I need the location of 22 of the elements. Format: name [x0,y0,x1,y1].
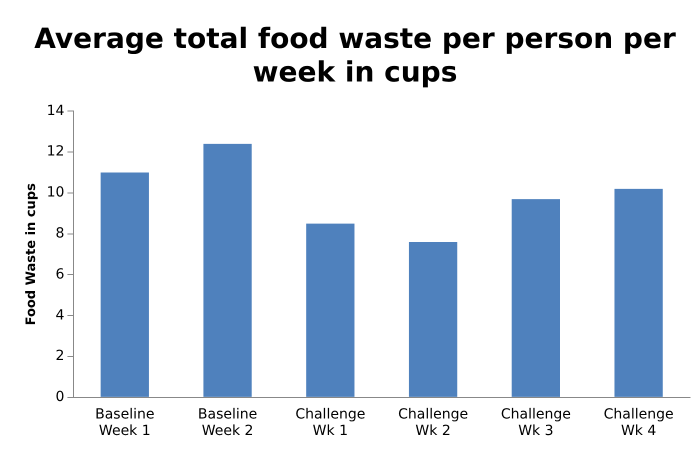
bar [614,188,663,397]
x-tick-label: Challenge Wk 4 [604,406,674,440]
x-tick-label: Baseline Week 1 [95,406,154,440]
bar [512,199,560,397]
chart-title: Average total food waste per person per week in cups [34,22,676,89]
y-tick-label: 0 [55,389,64,406]
y-tick-label: 8 [55,226,64,242]
y-axis-title: Food Waste in cups [24,182,40,326]
y-tick-label: 14 [46,102,64,119]
x-tick-label: Baseline Week 2 [198,406,258,440]
y-tick-label: 12 [46,144,64,160]
x-tick-label: Challenge Wk 1 [295,406,366,440]
y-tick-label: 6 [55,266,64,282]
x-tick-label: Challenge Wk 3 [500,406,571,440]
y-tick-label: 2 [55,348,64,364]
bar [203,144,252,397]
bar [408,242,458,397]
x-tick-label: Challenge Wk 2 [398,406,468,440]
y-tick-label: 10 [46,184,64,201]
bar [100,172,149,397]
bar [306,224,354,397]
y-tick-label: 4 [55,307,64,324]
